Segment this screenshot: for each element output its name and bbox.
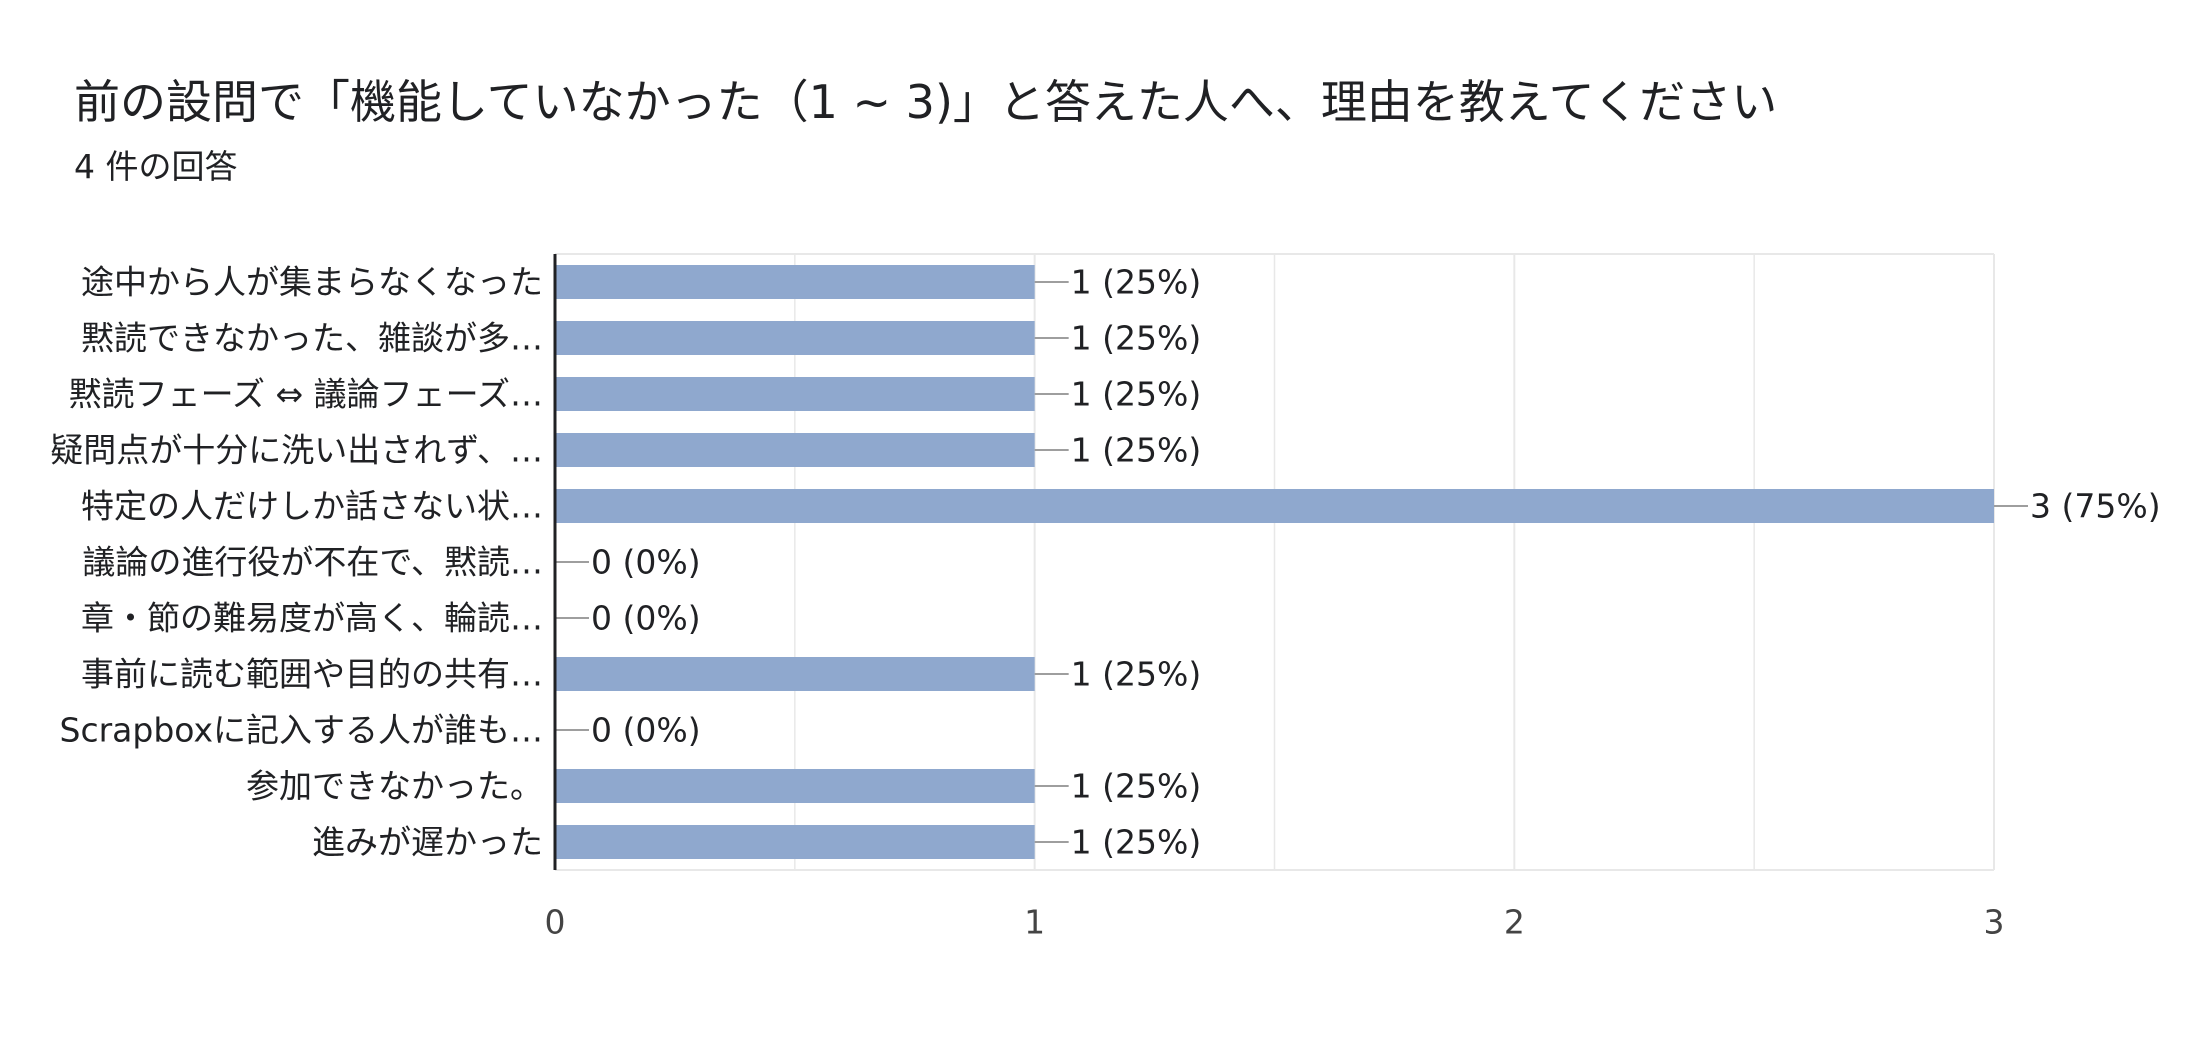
category-label: 議論の進行役が不在で、黙読… [82, 543, 543, 582]
category-label: 黙読フェーズ ⇔ 議論フェーズ… [69, 375, 543, 414]
category-label: 特定の人だけしか話さない状… [81, 487, 543, 526]
data-label: 0 (0%) [591, 543, 701, 582]
chart-title: 前の設問で「機能していなかった（1 ~ 3)」と答えた人へ、理由を教えてください [74, 75, 1778, 129]
data-label: 1 (25%) [1071, 319, 1202, 358]
grid-lines [554, 253, 1995, 871]
bar [555, 825, 1035, 859]
category-label: 疑問点が十分に洗い出されず、… [50, 431, 543, 470]
bar [555, 489, 1994, 523]
bars [555, 265, 1994, 859]
data-label: 0 (0%) [591, 711, 701, 750]
category-label: 黙読できなかった、雑談が多… [81, 319, 543, 358]
category-label: 進みが遅かった [312, 823, 543, 862]
category-label: 途中から人が集まらなくなった [81, 263, 543, 302]
data-label: 1 (25%) [1071, 655, 1202, 694]
x-tick-labels: 0 1 2 3 [545, 903, 2005, 942]
data-label: 1 (25%) [1071, 263, 1202, 302]
category-label: 章・節の難易度が高く、輪読… [81, 599, 543, 638]
bar [555, 657, 1035, 691]
data-label: 1 (25%) [1071, 767, 1202, 806]
x-tick-label: 3 [1984, 903, 2005, 942]
data-label: 1 (25%) [1071, 375, 1202, 414]
bar [555, 321, 1035, 355]
bar [555, 769, 1035, 803]
category-label: Scrapboxに記入する人が誰も… [60, 711, 543, 750]
category-label: 参加できなかった。 [246, 767, 543, 806]
bar [555, 265, 1035, 299]
data-labels: 1 (25%) 1 (25%) 1 (25%) 1 (25%) 3 (75%) 0 (0%… [555, 263, 2161, 862]
response-count: 4 件の回答 [74, 147, 238, 186]
x-tick-label: 1 [1024, 903, 1045, 942]
x-tick-label: 2 [1504, 903, 1525, 942]
data-label: 0 (0%) [591, 599, 701, 638]
category-label: 事前に読む範囲や目的の共有… [81, 655, 543, 694]
data-label: 1 (25%) [1071, 431, 1202, 470]
bar [555, 433, 1035, 467]
bar [555, 377, 1035, 411]
data-label: 1 (25%) [1071, 823, 1202, 862]
data-label: 3 (75%) [2030, 487, 2161, 526]
x-tick-label: 0 [545, 903, 566, 942]
